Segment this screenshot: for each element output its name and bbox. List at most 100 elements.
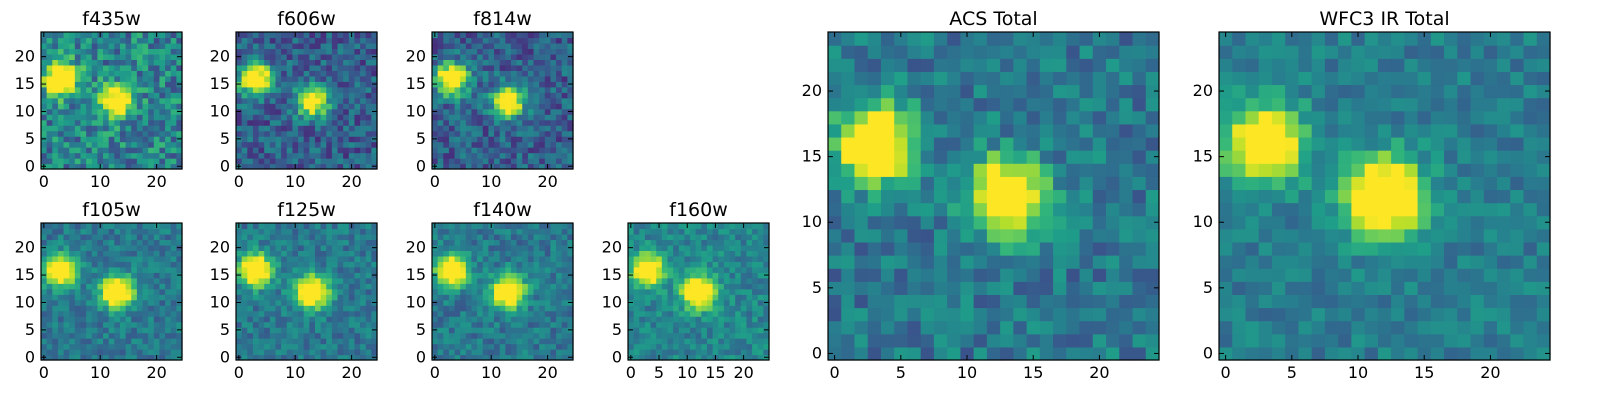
heatmap-cell <box>920 307 935 322</box>
heatmap-cell <box>510 310 518 317</box>
heatmap-cell <box>1026 320 1041 335</box>
heatmap-cell <box>314 70 322 77</box>
heatmap-cell <box>108 244 115 251</box>
heatmap-cell <box>650 321 657 328</box>
heatmap-cell <box>443 114 450 121</box>
heatmap-cell <box>454 64 461 71</box>
heatmap-cell <box>460 327 467 334</box>
heatmap-cell <box>236 119 243 126</box>
heatmap-cell <box>125 64 132 71</box>
heatmap-cell <box>701 266 708 273</box>
heatmap-cell <box>97 75 104 82</box>
heatmap-cell <box>454 130 461 137</box>
heatmap-cell <box>1106 189 1120 204</box>
heatmap-cell <box>695 294 702 301</box>
heatmap-cell <box>298 114 305 121</box>
heatmap-cell <box>656 288 663 295</box>
heatmap-cell <box>729 228 736 235</box>
heatmap-cell <box>628 338 635 345</box>
heatmap-cell <box>544 37 552 44</box>
heatmap-cell <box>108 114 115 121</box>
heatmap-cell <box>432 343 439 350</box>
heatmap-cell <box>360 97 367 104</box>
heatmap-cell <box>142 288 149 295</box>
heatmap-cell <box>337 343 344 350</box>
heatmap-cell <box>465 277 473 284</box>
heatmap-cell <box>343 250 350 257</box>
heatmap-cell <box>448 81 456 88</box>
heatmap-cell <box>488 283 495 290</box>
heatmap-cell <box>153 136 161 143</box>
heatmap-cell <box>656 327 663 334</box>
heatmap-cell <box>718 332 725 339</box>
heatmap-cell <box>247 321 254 328</box>
heatmap-cell <box>281 305 288 312</box>
heatmap-cell <box>360 108 367 115</box>
heatmap-cell <box>1106 202 1120 217</box>
heatmap-cell <box>80 228 87 235</box>
heatmap-cell <box>264 272 271 279</box>
heatmap-cell <box>281 136 288 143</box>
heatmap-cell <box>286 125 293 132</box>
x-tick-label: 0 <box>39 363 49 382</box>
heatmap-cell <box>108 86 115 93</box>
heatmap-cell <box>723 338 731 345</box>
heatmap-cell <box>494 130 501 137</box>
heatmap-cell <box>684 288 691 295</box>
heatmap-cell <box>108 294 115 301</box>
heatmap-cell <box>735 266 742 273</box>
heatmap-cell <box>348 283 356 290</box>
heatmap-cell <box>673 321 680 328</box>
heatmap-cell <box>269 255 277 262</box>
heatmap-cell <box>136 305 144 312</box>
heatmap-cell <box>159 125 166 132</box>
x-tick-label: 20 <box>537 363 557 382</box>
heatmap-cell <box>729 272 736 279</box>
heatmap-cell <box>729 244 736 251</box>
heatmap-cell <box>153 261 161 268</box>
heatmap-cell <box>63 321 70 328</box>
heatmap-cell <box>746 255 753 262</box>
heatmap-cell <box>516 343 523 350</box>
heatmap-cell <box>465 163 473 170</box>
heatmap-cell <box>108 119 115 126</box>
heatmap-cell <box>125 332 132 339</box>
heatmap-cell <box>269 266 277 273</box>
heatmap-cell <box>544 228 552 235</box>
heatmap-cell <box>907 307 922 322</box>
heatmap-cell <box>510 114 518 121</box>
heatmap-cell <box>633 294 640 301</box>
heatmap-cell <box>365 37 372 44</box>
heatmap-cell <box>448 119 456 126</box>
heatmap-cell <box>701 239 708 246</box>
heatmap-cell <box>539 343 546 350</box>
heatmap-cell <box>494 141 501 148</box>
heatmap-cell <box>556 86 563 93</box>
heatmap-cell <box>494 59 501 66</box>
heatmap-cell <box>281 239 288 246</box>
heatmap-cell <box>550 354 557 361</box>
heatmap-cell <box>973 268 988 282</box>
heatmap-cell <box>309 228 316 235</box>
x-tick-label: 10 <box>285 363 305 382</box>
heatmap-cell <box>499 327 506 334</box>
heatmap-cell <box>331 42 339 50</box>
heatmap-cell <box>556 70 563 77</box>
heatmap-cell <box>236 349 243 356</box>
heatmap-cell <box>91 97 98 104</box>
heatmap-cell <box>303 338 310 345</box>
heatmap-cell <box>740 332 748 339</box>
heatmap-cell <box>522 272 529 279</box>
heatmap-cell <box>371 141 378 148</box>
heatmap-cell <box>460 349 467 356</box>
heatmap-cell <box>471 108 478 115</box>
heatmap-cell <box>448 255 456 262</box>
heatmap-cell <box>52 338 59 345</box>
heatmap-cell <box>1000 228 1014 243</box>
heatmap-cell <box>91 228 98 235</box>
heatmap-cell <box>69 299 76 306</box>
heatmap-cell <box>269 158 277 165</box>
heatmap-cell <box>292 141 299 148</box>
heatmap-cell <box>365 255 372 262</box>
heatmap-cell <box>125 147 132 154</box>
